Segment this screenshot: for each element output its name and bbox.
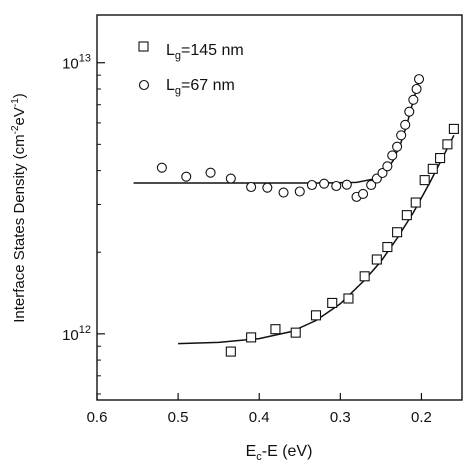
data-point-square (448, 123, 459, 134)
data-point-square (327, 297, 338, 308)
data-point-square (435, 153, 446, 164)
legend-label-series-1: Lg=145 nm (166, 42, 244, 62)
data-point-square (382, 241, 393, 253)
data-point-square (427, 163, 438, 174)
data-point-circle (377, 167, 388, 179)
x-tick-label: 0.3 (330, 409, 351, 426)
data-point-square (392, 227, 403, 238)
data-point-circle (413, 74, 425, 85)
data-point-circle (205, 167, 216, 178)
data-point-square (410, 197, 421, 208)
data-point-square (419, 175, 430, 186)
data-point-circle (294, 186, 305, 197)
y-tick-label: 1013 (62, 53, 91, 73)
data-point-square (401, 210, 412, 221)
x-tick-label: 0.4 (249, 409, 270, 426)
x-axis-label: Ec-E (eV) (246, 443, 313, 463)
data-point-circle (246, 181, 257, 193)
data-point-circle (306, 179, 317, 191)
data-point-circle (262, 182, 273, 193)
data-point-circle (181, 171, 192, 182)
data-point-square (310, 310, 322, 321)
data-point-square (442, 139, 453, 150)
data-point-circle (392, 141, 403, 152)
data-point-circle (341, 179, 352, 190)
data-point-circle (404, 106, 415, 117)
x-tick-label: 0.5 (168, 409, 189, 426)
legend-marker-circle (138, 79, 150, 91)
y-tick-label: 1012 (62, 324, 91, 344)
data-point-circle (319, 178, 330, 189)
data-point-circle (225, 173, 236, 184)
data-point-circle (156, 162, 167, 173)
data-point-circle (400, 119, 411, 130)
data-point-circle (411, 83, 422, 95)
data-point-square (371, 254, 382, 265)
data-point-circle (387, 150, 398, 161)
data-point-circle (331, 180, 342, 192)
data-point-square (359, 271, 370, 282)
data-point-square (225, 346, 236, 357)
data-point-square (246, 332, 257, 343)
data-point-circle (357, 188, 369, 200)
data-point-square (343, 293, 354, 304)
data-point-circle (366, 179, 377, 191)
data-point-circle (278, 187, 289, 198)
data-point-square (290, 327, 301, 338)
plot-frame (96, 14, 463, 401)
data-point-circle (396, 130, 407, 141)
legend-marker-square (138, 41, 149, 52)
x-tick-label: 0.2 (411, 409, 432, 426)
data-point-square (270, 324, 281, 335)
data-point-circle (382, 161, 393, 172)
x-tick-label: 0.6 (87, 409, 108, 426)
legend: Lg=145 nm Lg=67 nm (138, 41, 244, 97)
y-axis-label: Interface States Density (cm-2eV-1) (10, 93, 28, 323)
data-point-circle (408, 94, 419, 105)
legend-label-series-2: Lg=67 nm (166, 77, 235, 97)
